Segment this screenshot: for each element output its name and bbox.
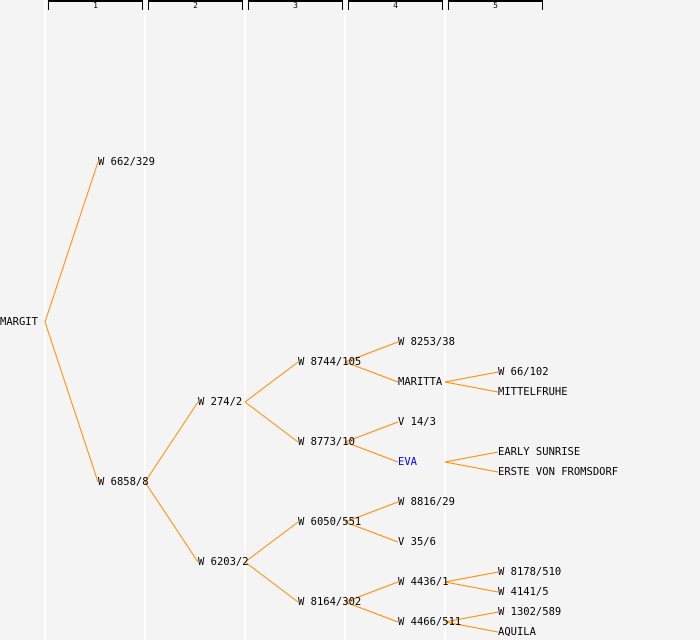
pedigree-link [144,481,199,563]
generation-header-4: 4 [348,0,443,10]
pedigree-link [444,461,499,473]
pedigree-link [344,341,399,363]
pedigree-node[interactable]: W 4466/511 [398,616,462,628]
pedigree-node[interactable]: W 1302/589 [498,606,562,618]
pedigree-node[interactable]: EARLY SUNRISE [498,446,581,458]
pedigree-node[interactable]: W 6203/2 [198,556,249,568]
generation-header-2: 2 [148,0,243,10]
pedigree-link [444,381,499,393]
column-divider [144,0,146,640]
pedigree-node[interactable]: ERSTE VON FROMSDORF [498,466,619,478]
pedigree-node[interactable]: V 14/3 [398,416,436,428]
pedigree-node[interactable]: W 8253/38 [398,336,455,348]
pedigree-link [444,621,499,633]
pedigree-node[interactable]: W 8773/10 [298,436,355,448]
pedigree-link [244,561,299,603]
column-divider [44,0,46,640]
generation-header-5: 5 [448,0,543,10]
pedigree-link [244,521,299,563]
pedigree-link [144,401,199,483]
pedigree-link [444,571,499,583]
pedigree-link [444,581,499,593]
pedigree-link [344,601,399,623]
pedigree-node[interactable]: W 662/329 [98,156,155,168]
pedigree-link [344,581,399,603]
pedigree-node[interactable]: W 66/102 [498,366,549,378]
pedigree-node[interactable]: AQUILA [498,626,536,638]
pedigree-node[interactable]: W 8816/29 [398,496,455,508]
generation-header-3: 3 [248,0,343,10]
pedigree-node[interactable]: V 35/6 [398,536,436,548]
pedigree-link [44,321,99,483]
pedigree-link [344,521,399,543]
pedigree-link [444,451,499,463]
pedigree-node[interactable]: EVA [398,456,417,468]
pedigree-link [344,421,399,443]
pedigree-link [444,611,499,623]
column-divider [444,0,446,640]
pedigree-node[interactable]: MITTELFRUHE [498,386,568,398]
pedigree-link [344,501,399,523]
pedigree-node[interactable]: W 4141/5 [498,586,549,598]
pedigree-node[interactable]: W 4436/1 [398,576,449,588]
pedigree-node[interactable]: MARITTA [398,376,443,388]
pedigree-node[interactable]: W 6050/551 [298,516,362,528]
generation-header-1: 1 [48,0,143,10]
column-divider [344,0,346,640]
pedigree-link [244,401,299,443]
pedigree-node[interactable]: W 8744/105 [298,356,362,368]
pedigree-node[interactable]: W 8178/510 [498,566,562,578]
pedigree-link [344,441,399,463]
pedigree-node[interactable]: W 6858/8 [98,476,149,488]
pedigree-node[interactable]: W 8164/302 [298,596,362,608]
pedigree-link [244,361,299,403]
pedigree-link [344,361,399,383]
pedigree-node[interactable]: MARGIT [0,316,38,328]
pedigree-link [44,161,99,323]
pedigree-link [444,371,499,383]
pedigree-node[interactable]: W 274/2 [198,396,243,408]
column-divider [244,0,246,640]
